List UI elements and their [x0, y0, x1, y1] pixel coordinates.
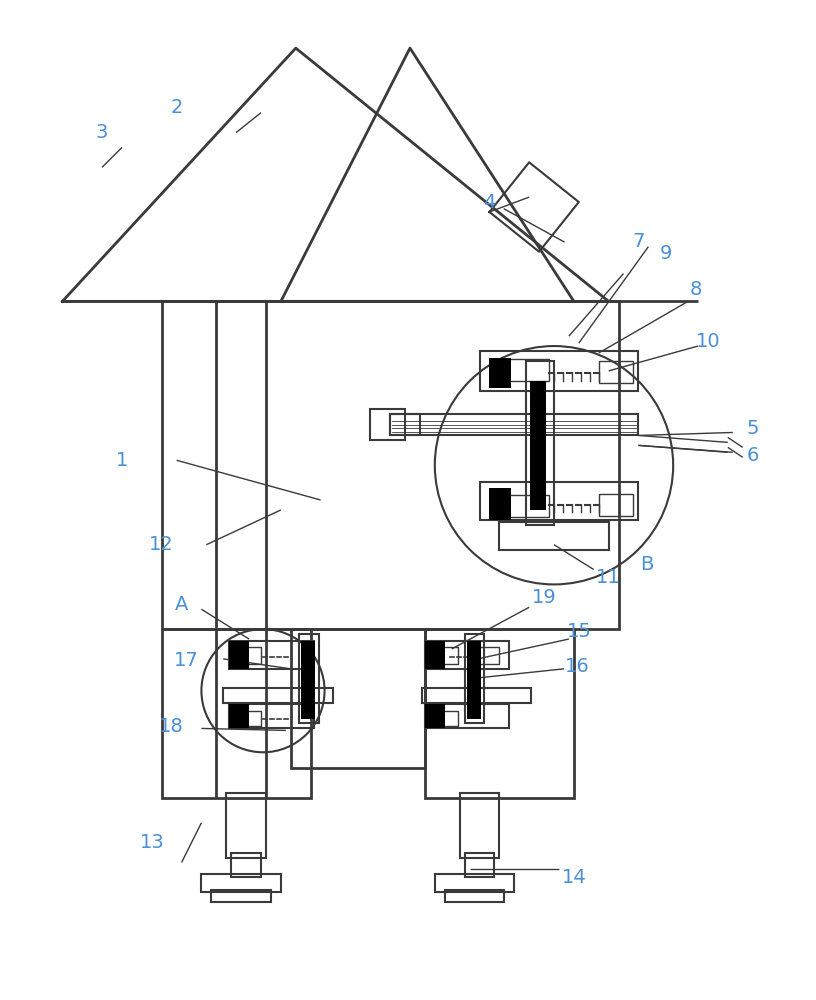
Text: B: B	[640, 555, 653, 574]
Bar	[390, 414, 638, 435]
Bar	[231, 853, 261, 877]
Bar	[427, 714, 439, 725]
Bar	[231, 652, 243, 666]
Bar	[464, 853, 494, 877]
Bar	[526, 361, 554, 525]
Bar	[224, 688, 332, 703]
Bar	[480, 351, 638, 391]
Bar	[299, 634, 318, 723]
Bar	[491, 501, 503, 517]
Text: 14: 14	[561, 868, 586, 887]
Bar	[464, 634, 485, 723]
Bar	[162, 301, 619, 629]
Text: 18: 18	[159, 717, 184, 736]
Bar	[532, 383, 544, 508]
Bar	[370, 409, 405, 440]
Text: A: A	[175, 595, 188, 614]
Bar	[233, 711, 261, 726]
Bar	[430, 647, 458, 664]
Bar	[445, 890, 504, 902]
Bar	[480, 482, 638, 520]
Bar	[422, 688, 531, 703]
Bar	[425, 641, 445, 669]
Bar	[499, 522, 609, 550]
Bar	[435, 874, 514, 892]
Bar	[475, 647, 499, 664]
Bar	[494, 359, 549, 381]
Bar	[211, 890, 271, 902]
Bar	[303, 645, 313, 717]
Text: 7: 7	[632, 232, 645, 251]
Bar	[202, 874, 281, 892]
Text: 11: 11	[596, 568, 621, 587]
Bar	[467, 641, 481, 719]
Text: 2: 2	[171, 98, 183, 117]
Text: 9: 9	[660, 244, 672, 263]
Bar	[425, 704, 509, 728]
Text: 1: 1	[116, 451, 128, 470]
Text: 19: 19	[532, 588, 557, 607]
Text: 10: 10	[695, 332, 721, 351]
Text: 8: 8	[690, 280, 703, 299]
Bar	[229, 641, 313, 669]
Bar	[491, 370, 503, 384]
Bar	[468, 645, 478, 717]
Bar	[226, 793, 266, 858]
Bar	[427, 652, 439, 666]
Bar	[229, 704, 313, 728]
Text: 3: 3	[96, 123, 109, 142]
Text: 5: 5	[747, 419, 759, 438]
Bar	[233, 647, 261, 664]
Bar	[390, 414, 420, 435]
Bar	[425, 629, 574, 798]
Bar	[231, 714, 243, 725]
Bar	[229, 641, 249, 669]
Bar	[530, 381, 546, 510]
Text: 13: 13	[140, 833, 164, 852]
Bar	[494, 495, 549, 517]
Bar	[490, 358, 512, 388]
Text: 4: 4	[483, 193, 495, 212]
Text: 17: 17	[174, 651, 199, 670]
Text: 12: 12	[149, 535, 174, 554]
Text: 15: 15	[566, 622, 592, 641]
Bar	[430, 711, 458, 726]
Bar	[599, 361, 633, 383]
Bar	[599, 494, 633, 516]
Text: 16: 16	[565, 657, 589, 676]
Bar	[229, 704, 249, 728]
Bar	[490, 488, 512, 520]
Bar	[301, 641, 315, 719]
Bar	[162, 629, 311, 798]
Bar	[459, 793, 499, 858]
Bar	[425, 641, 509, 669]
Text: 6: 6	[747, 446, 759, 465]
Bar	[425, 704, 445, 728]
Bar	[290, 629, 425, 768]
